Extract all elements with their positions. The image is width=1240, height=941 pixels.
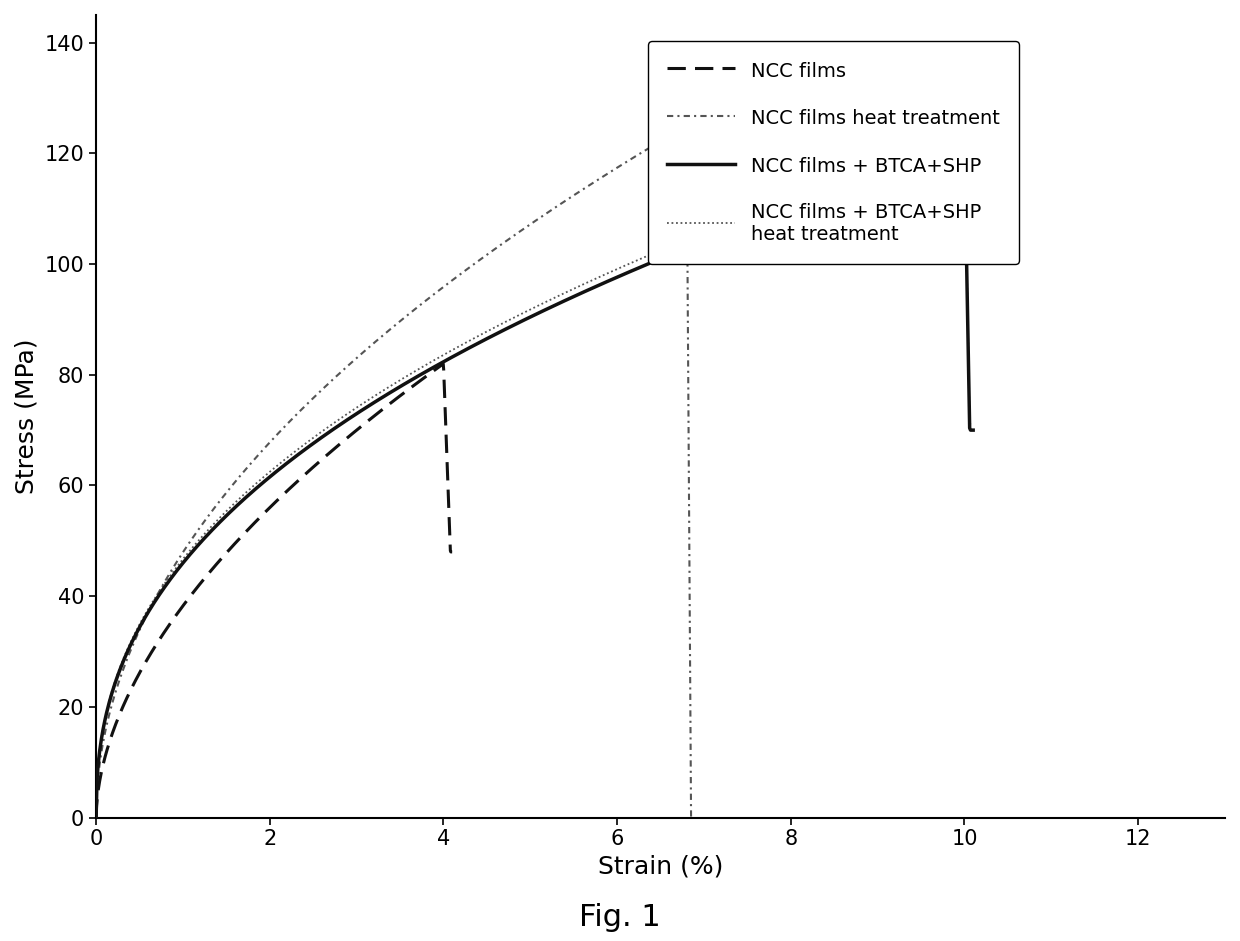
NCC films: [396, 389, 410, 400]
NCC films + BTCA+SHP
heat treatment: [444, 345, 459, 357]
NCC films: [435, 359, 450, 370]
NCC films + BTCA+SHP: [957, 142, 972, 153]
NCC films + BTCA+SHP
heat treatment: [691, 229, 706, 240]
NCC films + BTCA+SHP: [89, 812, 104, 823]
NCC films + BTCA+SHP
heat treatment: [957, 132, 972, 143]
NCC films: [89, 812, 104, 823]
NCC films + BTCA+SHP: [966, 424, 981, 436]
NCC films heat treatment: [680, 120, 694, 132]
Y-axis label: Stress (MPa): Stress (MPa): [15, 339, 38, 494]
NCC films: [445, 547, 460, 558]
NCC films: [305, 462, 320, 473]
NCC films + BTCA+SHP
heat treatment: [789, 191, 804, 202]
Line: NCC films heat treatment: NCC films heat treatment: [97, 126, 692, 818]
NCC films: [315, 453, 330, 464]
NCC films + BTCA+SHP
heat treatment: [89, 812, 104, 823]
NCC films: [295, 470, 310, 482]
NCC films heat treatment: [125, 640, 140, 651]
Legend: NCC films, NCC films heat treatment, NCC films + BTCA+SHP, NCC films + BTCA+SHP
: NCC films, NCC films heat treatment, NCC…: [647, 40, 1019, 263]
NCC films: [358, 417, 373, 428]
NCC films + BTCA+SHP: [444, 352, 459, 363]
NCC films heat treatment: [684, 812, 699, 823]
NCC films + BTCA+SHP: [475, 335, 490, 346]
NCC films heat treatment: [434, 282, 449, 294]
NCC films: [110, 713, 125, 725]
NCC films heat treatment: [541, 207, 556, 218]
NCC films heat treatment: [469, 257, 484, 268]
NCC films + BTCA+SHP
heat treatment: [179, 550, 193, 562]
NCC films + BTCA+SHP
heat treatment: [475, 328, 490, 340]
NCC films + BTCA+SHP
heat treatment: [773, 197, 787, 208]
NCC films + BTCA+SHP: [773, 206, 787, 217]
X-axis label: Strain (%): Strain (%): [598, 855, 723, 879]
NCC films heat treatment: [89, 812, 104, 823]
Line: NCC films: NCC films: [97, 364, 453, 818]
Line: NCC films + BTCA+SHP: NCC films + BTCA+SHP: [97, 148, 973, 818]
NCC films + BTCA+SHP: [179, 554, 193, 566]
Line: NCC films + BTCA+SHP
heat treatment: NCC films + BTCA+SHP heat treatment: [97, 137, 973, 818]
NCC films + BTCA+SHP: [691, 238, 706, 249]
NCC films heat treatment: [450, 270, 465, 281]
NCC films heat treatment: [601, 167, 616, 179]
NCC films + BTCA+SHP
heat treatment: [966, 419, 981, 430]
NCC films + BTCA+SHP: [789, 200, 804, 212]
Text: Fig. 1: Fig. 1: [579, 902, 661, 932]
